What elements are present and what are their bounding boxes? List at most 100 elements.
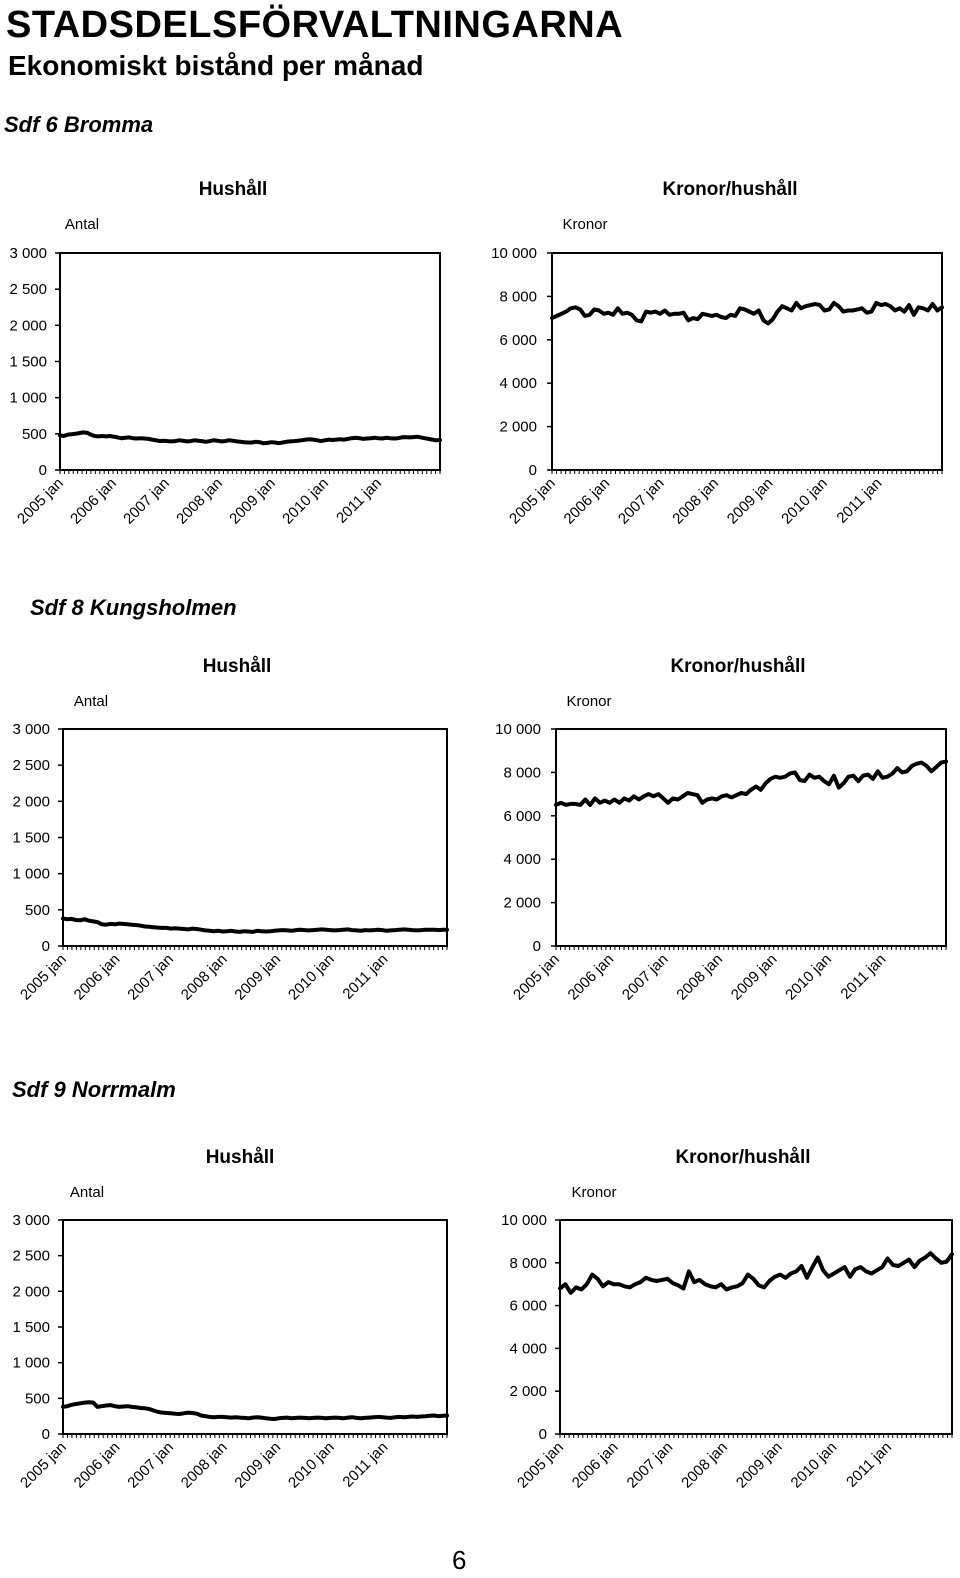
y-tick-label: 10 000 [491, 245, 537, 262]
page-number: 6 [452, 1545, 467, 1575]
y-tick-label: 2 000 [509, 1383, 547, 1400]
y-tick-label: 2 000 [12, 793, 50, 810]
y-tick-label: 4 000 [499, 375, 537, 392]
section-title-kungsholmen: Sdf 8 Kungsholmen [30, 595, 237, 620]
chart-title: Kronor/hushåll [662, 179, 797, 200]
chart-kungsholmen-kronor: Kronor/hushåll Kronor 0 2 000 4 000 6 000 8 00… [495, 656, 948, 1004]
x-tick-label: 2009 jan [226, 475, 279, 528]
chart-bromma-kronor: Kronor/hushåll Kronor 0 2 000 4 000 6 000 8 00… [491, 179, 944, 528]
y-tick-label: 8 000 [499, 288, 537, 305]
x-tick-label: 2011 jan [843, 1439, 895, 1491]
x-tick-label: 2009 jan [733, 1439, 786, 1492]
page-title: STADSDELSFÖRVALTNINGARNA [6, 4, 624, 46]
y-tick-label: 10 000 [495, 721, 541, 738]
y-tick-label: 2 500 [12, 757, 50, 774]
x-tick-label: 2008 jan [178, 1439, 231, 1492]
y-tick-label: 10 000 [501, 1212, 547, 1229]
y-tick-label: 3 000 [12, 721, 50, 738]
y-tick-label: 2 000 [9, 317, 47, 334]
y-tick-label: 1 000 [9, 390, 47, 407]
y-tick-label: 0 [529, 462, 537, 479]
y-tick-label: 6 000 [499, 332, 537, 349]
y-tick-label: 0 [39, 462, 47, 479]
x-tick-label: 2011 jan [333, 475, 385, 527]
y-tick-label: 500 [25, 902, 50, 919]
y-tick-label: 2 500 [9, 281, 47, 298]
series-line [58, 430, 442, 446]
x-tick-label: 2011 jan [339, 951, 391, 1003]
x-tick-label: 2009 jan [728, 951, 781, 1004]
series-line [550, 300, 944, 326]
x-tick-label: 2007 jan [624, 1439, 677, 1492]
x-tick-label: 2005 jan [14, 475, 67, 528]
x-tick-label: 2007 jan [619, 951, 672, 1004]
y-tick-label: 2 500 [12, 1248, 50, 1265]
chart-title: Hushåll [199, 179, 268, 200]
chart-title: Kronor/hushåll [670, 656, 805, 677]
chart-kungsholmen-hushall: Hushåll Antal 0 500 1 000 1 500 2 000 2 500 3 00… [12, 656, 449, 1004]
x-tick-label: 2006 jan [565, 951, 618, 1004]
y-tick-label: 1 000 [12, 866, 50, 883]
section-title-bromma: Sdf 6 Bromma [4, 112, 154, 137]
x-tick-label: 2006 jan [71, 1439, 124, 1492]
y-tick-label: 0 [42, 1426, 50, 1443]
y-tick-label: 6 000 [509, 1298, 547, 1315]
x-tick-label: 2010 jan [778, 475, 831, 528]
x-tick-label: 2010 jan [782, 951, 835, 1004]
y-tick-label: 0 [42, 938, 50, 955]
page-subtitle: Ekonomiskt bistånd per månad [8, 50, 424, 81]
y-tick-label: 8 000 [503, 764, 541, 781]
x-tick-label: 2008 jan [178, 951, 231, 1004]
x-tick-label: 2009 jan [231, 1439, 284, 1492]
y-axis-unit-label: Kronor [566, 693, 611, 710]
y-tick-label: 0 [533, 938, 541, 955]
chart-title: Hushåll [203, 656, 272, 677]
x-tick-label: 2007 jan [124, 951, 177, 1004]
y-tick-label: 500 [25, 1390, 50, 1407]
section-title-norrmalm: Sdf 9 Norrmalm [12, 1077, 176, 1102]
x-tick-label: 2006 jan [71, 951, 124, 1004]
y-tick-label: 1 500 [12, 1319, 50, 1336]
y-tick-label: 6 000 [503, 808, 541, 825]
chart-title: Kronor/hushåll [675, 1147, 810, 1168]
x-tick-label: 2005 jan [17, 951, 70, 1004]
x-tick-label: 2008 jan [173, 475, 226, 528]
plot-area [62, 1219, 448, 1435]
x-tick-label: 2011 jan [833, 475, 885, 527]
plot-area [559, 1219, 953, 1435]
x-tick-label: 2008 jan [678, 1439, 731, 1492]
x-tick-label: 2010 jan [285, 1439, 338, 1492]
x-tick-label: 2005 jan [506, 475, 559, 528]
x-tick-label: 2006 jan [67, 475, 120, 528]
x-tick-label: 2007 jan [615, 475, 668, 528]
plot-area [62, 728, 448, 947]
x-tick-label: 2009 jan [724, 475, 777, 528]
y-tick-label: 8 000 [509, 1255, 547, 1272]
y-axis-unit-label: Kronor [571, 1184, 616, 1201]
x-tick-label: 2007 jan [124, 1439, 177, 1492]
y-tick-label: 500 [22, 426, 47, 443]
x-tick-label: 2007 jan [120, 475, 173, 528]
x-tick-label: 2006 jan [569, 1439, 622, 1492]
y-tick-label: 4 000 [509, 1340, 547, 1357]
x-tick-label: 2011 jan [837, 951, 889, 1003]
x-tick-label: 2005 jan [514, 1439, 567, 1492]
y-tick-label: 4 000 [503, 851, 541, 868]
x-tick-label: 2009 jan [231, 951, 284, 1004]
y-tick-label: 3 000 [12, 1212, 50, 1229]
y-tick-label: 2 000 [499, 419, 537, 436]
x-tick-label: 2011 jan [339, 1439, 391, 1491]
chart-bromma-hushall: Hushåll Antal 0 500 1 000 1 500 2 000 2 500 3 00… [9, 179, 442, 528]
y-tick-label: 2 000 [12, 1283, 50, 1300]
series-line [61, 1400, 449, 1421]
y-tick-label: 1 500 [9, 354, 47, 371]
x-tick-label: 2010 jan [279, 475, 332, 528]
series-line [558, 1251, 954, 1295]
x-tick-label: 2005 jan [510, 951, 563, 1004]
y-tick-label: 3 000 [9, 245, 47, 262]
series-line [554, 759, 948, 807]
plot-area [555, 728, 947, 947]
y-axis-unit-label: Kronor [562, 216, 607, 233]
x-tick-label: 2006 jan [561, 475, 614, 528]
series-line [61, 916, 449, 934]
